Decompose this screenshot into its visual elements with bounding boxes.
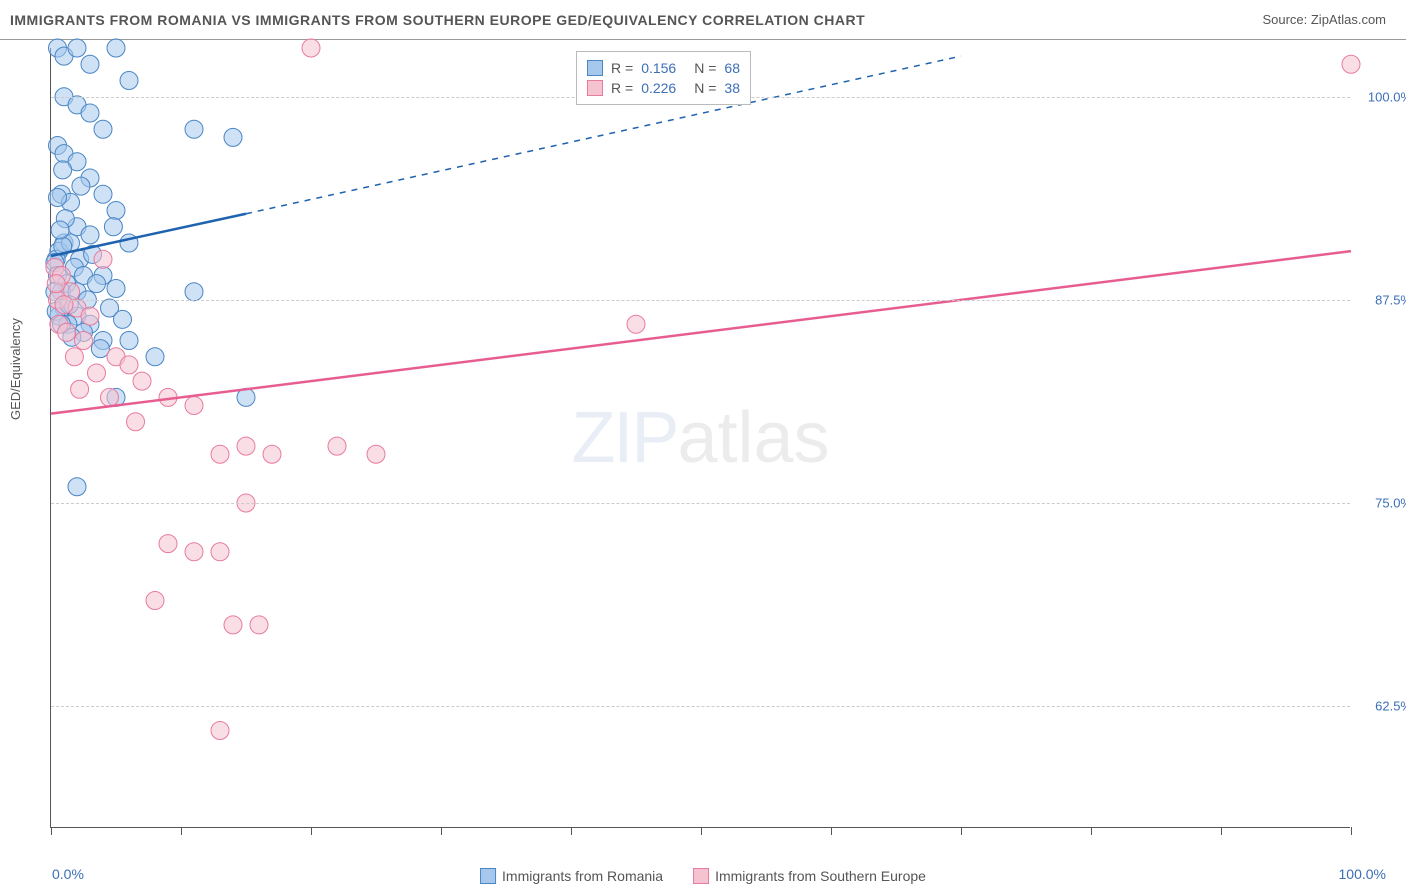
chart-header: IMMIGRANTS FROM ROMANIA VS IMMIGRANTS FR… xyxy=(0,0,1406,40)
data-point-seurope xyxy=(65,348,83,366)
data-point-romania xyxy=(94,120,112,138)
data-point-seurope xyxy=(224,616,242,634)
data-point-romania xyxy=(51,221,69,239)
data-point-romania xyxy=(185,120,203,138)
stat-n-value: 38 xyxy=(724,80,740,96)
data-point-seurope xyxy=(627,315,645,333)
data-point-seurope xyxy=(250,616,268,634)
data-point-seurope xyxy=(88,364,106,382)
x-tick xyxy=(441,827,442,835)
data-point-romania xyxy=(54,161,72,179)
data-point-seurope xyxy=(71,380,89,398)
stats-box: R = 0.156 N = 68 R = 0.226 N = 38 xyxy=(576,51,751,105)
x-axis-min-label: 0.0% xyxy=(52,866,84,882)
legend-item-seurope: Immigrants from Southern Europe xyxy=(693,868,926,884)
data-point-seurope xyxy=(211,722,229,740)
data-point-seurope xyxy=(302,39,320,57)
data-point-seurope xyxy=(1342,55,1360,73)
data-point-seurope xyxy=(81,307,99,325)
data-point-seurope xyxy=(185,397,203,415)
data-point-seurope xyxy=(211,445,229,463)
stat-r-value: 0.156 xyxy=(641,60,676,76)
x-tick xyxy=(1221,827,1222,835)
x-tick xyxy=(181,827,182,835)
swatch-icon xyxy=(587,60,603,76)
data-point-romania xyxy=(114,310,132,328)
data-point-romania xyxy=(68,39,86,57)
data-point-seurope xyxy=(94,250,112,268)
data-point-seurope xyxy=(159,535,177,553)
legend-item-romania: Immigrants from Romania xyxy=(480,868,663,884)
gridline-h xyxy=(51,706,1350,707)
data-point-romania xyxy=(81,55,99,73)
x-axis-max-label: 100.0% xyxy=(1339,866,1386,882)
plot-svg xyxy=(51,48,1350,827)
y-axis-title: GED/Equivalency xyxy=(8,318,23,420)
legend-bottom: Immigrants from Romania Immigrants from S… xyxy=(480,868,926,884)
data-point-romania xyxy=(120,332,138,350)
y-tick-label: 87.5% xyxy=(1375,292,1406,307)
data-point-romania xyxy=(68,478,86,496)
x-tick xyxy=(571,827,572,835)
stat-n-value: 68 xyxy=(724,60,740,76)
legend-label: Immigrants from Southern Europe xyxy=(715,868,926,884)
y-tick-label: 100.0% xyxy=(1368,89,1406,104)
swatch-icon xyxy=(480,868,496,884)
chart-source: Source: ZipAtlas.com xyxy=(1262,12,1386,27)
stat-n-label: N = xyxy=(694,80,716,96)
data-point-seurope xyxy=(127,413,145,431)
data-point-romania xyxy=(185,283,203,301)
data-point-seurope xyxy=(263,445,281,463)
y-tick-label: 75.0% xyxy=(1375,496,1406,511)
x-tick xyxy=(831,827,832,835)
data-point-romania xyxy=(81,104,99,122)
data-point-romania xyxy=(49,189,67,207)
data-point-romania xyxy=(88,275,106,293)
gridline-h xyxy=(51,300,1350,301)
data-point-seurope xyxy=(211,543,229,561)
stat-n-label: N = xyxy=(694,60,716,76)
data-point-seurope xyxy=(120,356,138,374)
stat-r-label: R = xyxy=(611,60,633,76)
data-point-seurope xyxy=(55,296,73,314)
data-point-seurope xyxy=(367,445,385,463)
data-point-seurope xyxy=(328,437,346,455)
x-tick xyxy=(1351,827,1352,835)
x-tick xyxy=(701,827,702,835)
stat-r-value: 0.226 xyxy=(641,80,676,96)
data-point-romania xyxy=(107,202,125,220)
data-point-seurope xyxy=(47,275,65,293)
chart-title: IMMIGRANTS FROM ROMANIA VS IMMIGRANTS FR… xyxy=(10,12,865,28)
trend-seurope xyxy=(51,251,1351,414)
data-point-seurope xyxy=(146,592,164,610)
data-point-seurope xyxy=(185,543,203,561)
x-tick xyxy=(311,827,312,835)
stats-row-romania: R = 0.156 N = 68 xyxy=(587,58,740,78)
data-point-seurope xyxy=(237,437,255,455)
data-point-seurope xyxy=(101,388,119,406)
data-point-seurope xyxy=(58,323,76,341)
data-point-seurope xyxy=(133,372,151,390)
x-tick xyxy=(51,827,52,835)
data-point-romania xyxy=(107,280,125,298)
data-point-romania xyxy=(120,72,138,90)
data-point-romania xyxy=(94,185,112,203)
gridline-h xyxy=(51,503,1350,504)
stats-row-seurope: R = 0.226 N = 38 xyxy=(587,78,740,98)
data-point-romania xyxy=(107,39,125,57)
data-point-romania xyxy=(146,348,164,366)
legend-label: Immigrants from Romania xyxy=(502,868,663,884)
x-tick xyxy=(961,827,962,835)
x-tick xyxy=(1091,827,1092,835)
swatch-icon xyxy=(693,868,709,884)
data-point-romania xyxy=(104,218,122,236)
y-tick-label: 62.5% xyxy=(1375,699,1406,714)
stat-r-label: R = xyxy=(611,80,633,96)
data-point-romania xyxy=(72,177,90,195)
data-point-romania xyxy=(81,226,99,244)
data-point-romania xyxy=(224,128,242,146)
plot-area: ZIPatlas 62.5%75.0%87.5%100.0%R = 0.156N… xyxy=(50,48,1350,828)
swatch-icon xyxy=(587,80,603,96)
data-point-seurope xyxy=(75,332,93,350)
